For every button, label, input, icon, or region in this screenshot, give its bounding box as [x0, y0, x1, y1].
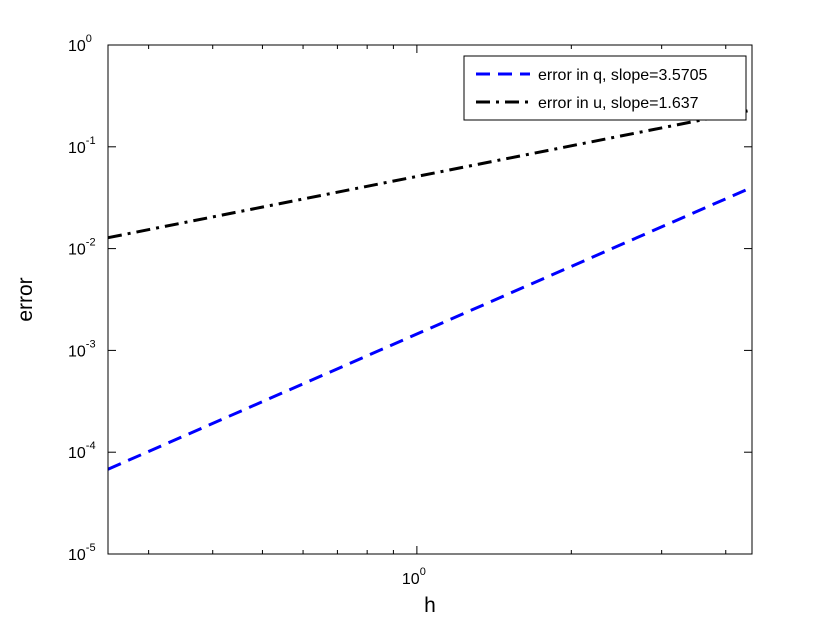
y-tick-exponent: 0: [86, 33, 92, 45]
x-tick-base: 10: [402, 571, 420, 588]
y-tick-label: 10-5: [68, 542, 96, 564]
plot-frame: [107, 44, 753, 555]
y-tick-exponent: -5: [86, 542, 96, 554]
y-tick-label: 100: [68, 33, 92, 55]
legend: error in q, slope=3.5705 error in u, slop…: [463, 55, 747, 121]
x-axis-label: h: [424, 594, 436, 617]
y-tick-base: 10: [68, 445, 86, 462]
minor-ticks: [148, 45, 727, 554]
y-tick-base: 10: [68, 140, 86, 157]
y-tick-exponent: -1: [86, 135, 96, 147]
y-tick-base: 10: [68, 242, 86, 259]
legend-box: [463, 55, 747, 121]
y-tick-exponent: -3: [86, 338, 96, 350]
y-tick-base: 10: [68, 547, 86, 564]
y-axis-label: error: [14, 277, 37, 321]
y-tick-label: 10-3: [68, 338, 96, 360]
x-ticks: 100: [402, 566, 426, 588]
y-tick-label: 10-2: [68, 237, 96, 259]
x-tick-exponent: 0: [420, 566, 426, 578]
series-line-u: [107, 108, 753, 240]
y-tick-label: 10-4: [68, 440, 96, 462]
y-tick-base: 10: [68, 38, 86, 55]
x-tick-label: 100: [402, 566, 426, 588]
y-tick-exponent: -2: [86, 237, 96, 249]
y-tick-label: 10-1: [68, 135, 96, 157]
legend-label: error in u, slope=1.637: [538, 95, 699, 112]
y-tick-exponent: -4: [86, 440, 96, 452]
series-line-q: [107, 185, 753, 471]
series-layer: [107, 108, 753, 471]
y-tick-base: 10: [68, 343, 86, 360]
legend-label: error in q, slope=3.5705: [538, 67, 708, 84]
